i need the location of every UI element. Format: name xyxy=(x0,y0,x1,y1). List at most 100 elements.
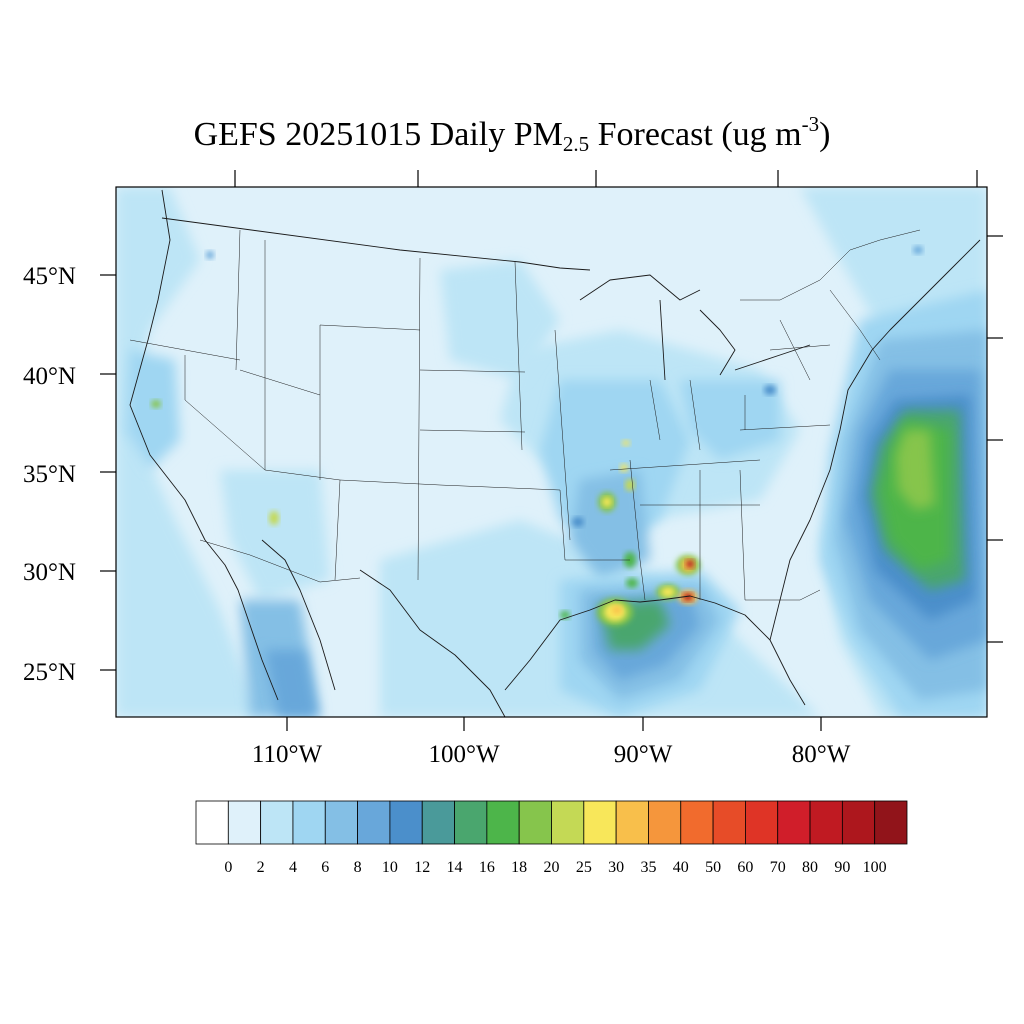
colorbar xyxy=(195,800,908,845)
pm25-region-mv2 xyxy=(680,380,780,460)
state-border xyxy=(739,469,746,601)
pm25-hot-tx-1 xyxy=(560,611,570,619)
colorbar-tick-label: 20 xyxy=(544,859,560,876)
colorbar-swatch xyxy=(583,800,617,845)
state-border xyxy=(419,429,526,433)
coastline xyxy=(261,539,336,691)
pm25-region-g3 xyxy=(896,430,935,510)
coastline xyxy=(769,239,981,641)
colorbar-swatch xyxy=(195,800,229,845)
state-border xyxy=(417,257,421,581)
pm25-hot-ar-2 xyxy=(625,479,635,491)
colorbar-tick-label: 100 xyxy=(863,859,887,876)
pm25-region-mid xyxy=(440,260,560,380)
coastline xyxy=(161,217,591,271)
coastline xyxy=(659,299,666,381)
colorbar-tick-label: 6 xyxy=(321,859,329,876)
state-border xyxy=(609,459,761,471)
colorbar-swatch xyxy=(551,800,585,845)
coastline xyxy=(579,274,701,301)
colorbar-tick-label: 35 xyxy=(640,859,656,876)
colorbar-tick-label: 60 xyxy=(737,859,753,876)
pm25-hot-gulf-3b xyxy=(683,593,693,601)
lon-tick-label: 110°W xyxy=(252,741,323,768)
colorbar-swatch xyxy=(615,800,649,845)
colorbar-swatch xyxy=(260,800,294,845)
pm25-hot-ar-3 xyxy=(620,464,628,472)
pm25-hot-gulf-1c xyxy=(612,606,622,614)
lon-tick-label: 80°W xyxy=(792,741,851,768)
pm25-region-sw1 xyxy=(125,350,180,470)
pm25-hot-il-1 xyxy=(622,440,630,446)
lat-tick-label: 35°N xyxy=(23,461,76,488)
colorbar-tick-label: 50 xyxy=(705,859,721,876)
pm25-region-mid xyxy=(116,187,260,717)
colorbar-tick-label: 30 xyxy=(608,859,624,876)
state-border xyxy=(829,289,881,361)
colorbar-labels: 0 2 4 6 8 10 12 14 16 18 20 25 30 35 40 50 60 70 80 90 100 xyxy=(224,859,886,876)
colorbar-tick-label: 16 xyxy=(479,859,495,876)
colorbar-swatch xyxy=(841,800,876,845)
colorbar-swatch xyxy=(680,800,714,845)
pm25-hot-ms-2 xyxy=(626,578,638,588)
colorbar-tick-label: 70 xyxy=(770,859,786,876)
coastline xyxy=(129,189,279,701)
state-border xyxy=(769,344,831,351)
state-border xyxy=(559,489,630,561)
colorbar-swatch xyxy=(777,800,811,845)
coastline xyxy=(734,344,811,371)
pm25-hot-ca-1 xyxy=(151,400,161,408)
colorbar-swatch xyxy=(227,800,262,845)
colorbar-swatch xyxy=(389,800,423,845)
colorbar-swatch xyxy=(292,800,326,845)
colorbar-tick-label: 10 xyxy=(382,859,398,876)
colorbar-swatch xyxy=(648,800,682,845)
pm25-region-sw3 xyxy=(265,650,318,717)
colorbar-tick-label: 18 xyxy=(511,859,527,876)
state-border xyxy=(514,261,523,451)
lon-axis-labels: 110°W 100°W 90°W 80°W xyxy=(252,741,851,768)
lon-tick-label: 100°W xyxy=(428,741,499,768)
colorbar-swatch xyxy=(712,800,746,845)
colorbar-swatch xyxy=(486,800,520,845)
plot-frame xyxy=(115,186,988,718)
state-border xyxy=(184,355,266,471)
lat-tick-label: 30°N xyxy=(23,559,76,586)
pm25-hot-wa-1 xyxy=(206,251,214,259)
state-border xyxy=(745,589,821,601)
lat-axis-labels: 45°N 40°N 35°N 30°N 25°N xyxy=(23,263,76,686)
colorbar-tick-label: 4 xyxy=(289,859,297,876)
colorbar-swatch xyxy=(357,800,391,845)
state-border xyxy=(319,324,421,331)
pm25-hot-al-1c xyxy=(686,560,694,568)
state-border xyxy=(419,369,526,373)
colorbar-tick-label: 12 xyxy=(414,859,430,876)
pm25-hot-az-1 xyxy=(269,511,279,525)
colorbar-swatch xyxy=(809,800,843,845)
colorbar-swatch xyxy=(454,800,488,845)
pm25-hot-oh-1 xyxy=(764,385,776,395)
colorbar-tick-label: 8 xyxy=(354,859,362,876)
state-border xyxy=(129,339,241,361)
colorbar-tick-label: 14 xyxy=(447,859,463,876)
state-border xyxy=(199,539,361,583)
colorbar-tick-label: 0 xyxy=(224,859,232,876)
colorbar-tick-label: 80 xyxy=(802,859,818,876)
pm25-hot-gulf-2b xyxy=(661,587,675,597)
state-border xyxy=(779,319,811,381)
axis-ticks xyxy=(100,170,1003,731)
colorbar-swatch xyxy=(518,800,552,845)
colorbar-tick-label: 2 xyxy=(257,859,265,876)
colorbar-tick-label: 25 xyxy=(576,859,592,876)
pm25-hot-me-1 xyxy=(913,246,923,254)
colorbar-swatch xyxy=(324,800,358,845)
lat-tick-label: 40°N xyxy=(23,363,76,390)
state-border xyxy=(689,379,701,451)
state-border xyxy=(629,459,646,601)
state-border xyxy=(554,329,571,541)
state-border xyxy=(239,369,321,396)
map-title: GEFS 20251015 Daily PM2.5 Forecast (ug m… xyxy=(193,112,831,156)
state-border xyxy=(235,229,241,371)
pm25-hot-ar-1b xyxy=(602,497,612,507)
